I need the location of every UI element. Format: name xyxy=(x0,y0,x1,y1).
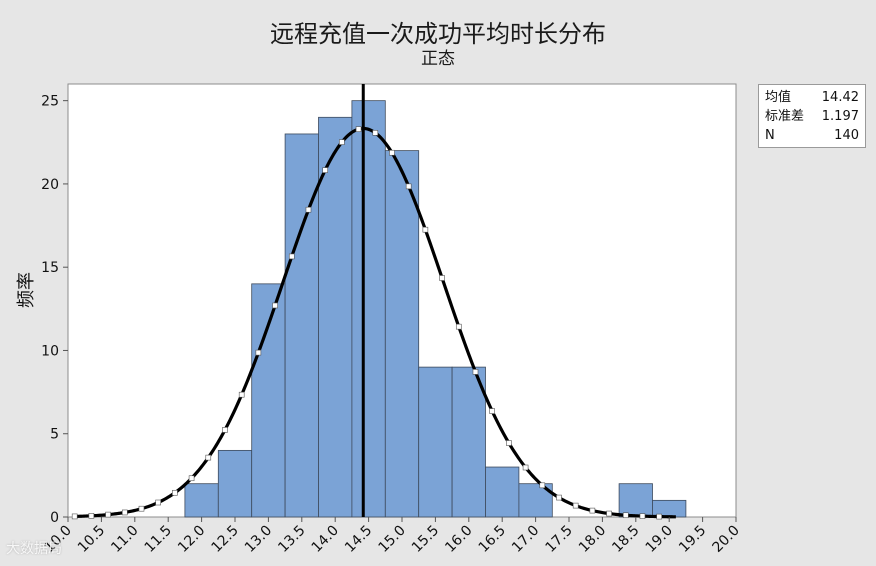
stat-n-label: N xyxy=(765,128,775,143)
curve-marker xyxy=(489,408,495,414)
stat-sd: 标准差 1.197 xyxy=(765,107,859,126)
x-tick-label: 17.0 xyxy=(509,523,542,556)
stat-sd-label: 标准差 xyxy=(765,109,805,124)
chart-subtitle: 正态 xyxy=(421,49,455,69)
stat-n: N 140 xyxy=(765,126,859,145)
histogram-bar xyxy=(418,366,453,518)
y-tick-label: 0 xyxy=(50,510,59,526)
watermark-text: 大数据局 xyxy=(6,541,62,557)
x-tick-label: 17.5 xyxy=(542,523,575,556)
y-tick-label: 5 xyxy=(50,427,59,443)
x-tick-label: 15.0 xyxy=(375,523,408,556)
histogram-bar xyxy=(184,483,219,518)
x-tick-label: 13.0 xyxy=(242,523,275,556)
curve-marker xyxy=(405,183,412,190)
x-tick-label: 14.5 xyxy=(342,523,375,556)
curve-marker xyxy=(622,512,629,519)
x-tick-label: 16.0 xyxy=(442,523,475,556)
curve-marker xyxy=(439,275,445,281)
stat-sd-value: 1.197 xyxy=(821,109,859,124)
y-tick-label: 10 xyxy=(41,343,59,359)
y-tick-label: 20 xyxy=(41,177,59,193)
curve-marker xyxy=(656,513,662,520)
stat-mean-value: 14.42 xyxy=(821,90,859,105)
x-tick-label: 11.5 xyxy=(142,523,175,556)
curve-marker xyxy=(138,505,145,512)
curve-marker xyxy=(506,440,512,446)
histogram-bar xyxy=(485,466,520,518)
histogram-bar xyxy=(384,150,420,518)
curve-marker xyxy=(172,489,178,496)
curve-marker xyxy=(339,139,345,145)
x-tick-label: 12.0 xyxy=(175,523,208,556)
curve-marker xyxy=(539,482,546,489)
curve-marker xyxy=(288,253,295,260)
curve-marker xyxy=(238,391,245,398)
histogram-bar xyxy=(451,366,486,518)
x-tick-label: 14.0 xyxy=(309,523,342,556)
chart-title: 远程充值一次成功平均时长分布 xyxy=(270,20,606,48)
histogram-bar xyxy=(217,449,253,518)
histogram-bar xyxy=(351,100,386,518)
curve-marker xyxy=(522,464,529,471)
curve-marker xyxy=(305,206,312,213)
histogram-bar xyxy=(284,133,319,518)
curve-marker xyxy=(422,226,429,233)
x-tick-label: 16.5 xyxy=(476,523,509,556)
x-tick-label: 10.5 xyxy=(75,523,108,556)
curve-marker xyxy=(255,349,262,356)
stats-legend: 均值 14.42 标准差 1.197 N 140 xyxy=(758,84,866,148)
stat-mean: 均值 14.42 xyxy=(765,88,859,107)
curve-marker xyxy=(188,475,195,482)
curve-marker xyxy=(355,126,362,132)
x-tick-label: 13.5 xyxy=(275,523,308,556)
curve-marker xyxy=(639,513,646,519)
y-tick-label: 15 xyxy=(41,260,59,276)
curve-marker xyxy=(372,130,379,136)
curve-marker xyxy=(322,167,328,173)
curve-marker xyxy=(589,507,596,514)
curve-marker xyxy=(572,502,579,509)
curve-marker xyxy=(205,454,212,461)
x-tick-label: 11.0 xyxy=(108,523,141,556)
curve-marker xyxy=(88,513,95,519)
curve-marker xyxy=(472,369,479,375)
x-tick-label: 19.0 xyxy=(643,523,676,556)
x-tick-label: 18.5 xyxy=(609,523,642,556)
curve-marker xyxy=(155,499,161,506)
x-tick-label: 12.5 xyxy=(208,523,241,556)
curve-marker xyxy=(272,302,278,309)
curve-marker xyxy=(389,149,395,156)
x-tick-label: 15.5 xyxy=(409,523,442,556)
x-tick-label: 19.5 xyxy=(676,523,709,556)
curve-marker xyxy=(105,511,111,518)
stat-n-value: 140 xyxy=(834,128,859,143)
curve-marker xyxy=(606,510,612,517)
stat-mean-label: 均值 xyxy=(765,90,792,105)
curve-marker xyxy=(71,513,78,520)
histogram-bar xyxy=(618,483,653,518)
curve-marker xyxy=(455,323,462,330)
curve-marker xyxy=(121,509,128,516)
curve-marker xyxy=(556,494,562,501)
histogram-bar xyxy=(251,283,286,518)
y-tick-label: 25 xyxy=(41,94,59,110)
x-tick-label: 18.0 xyxy=(576,523,609,556)
curve-marker xyxy=(222,427,228,433)
x-tick-label: 20.0 xyxy=(709,523,742,556)
